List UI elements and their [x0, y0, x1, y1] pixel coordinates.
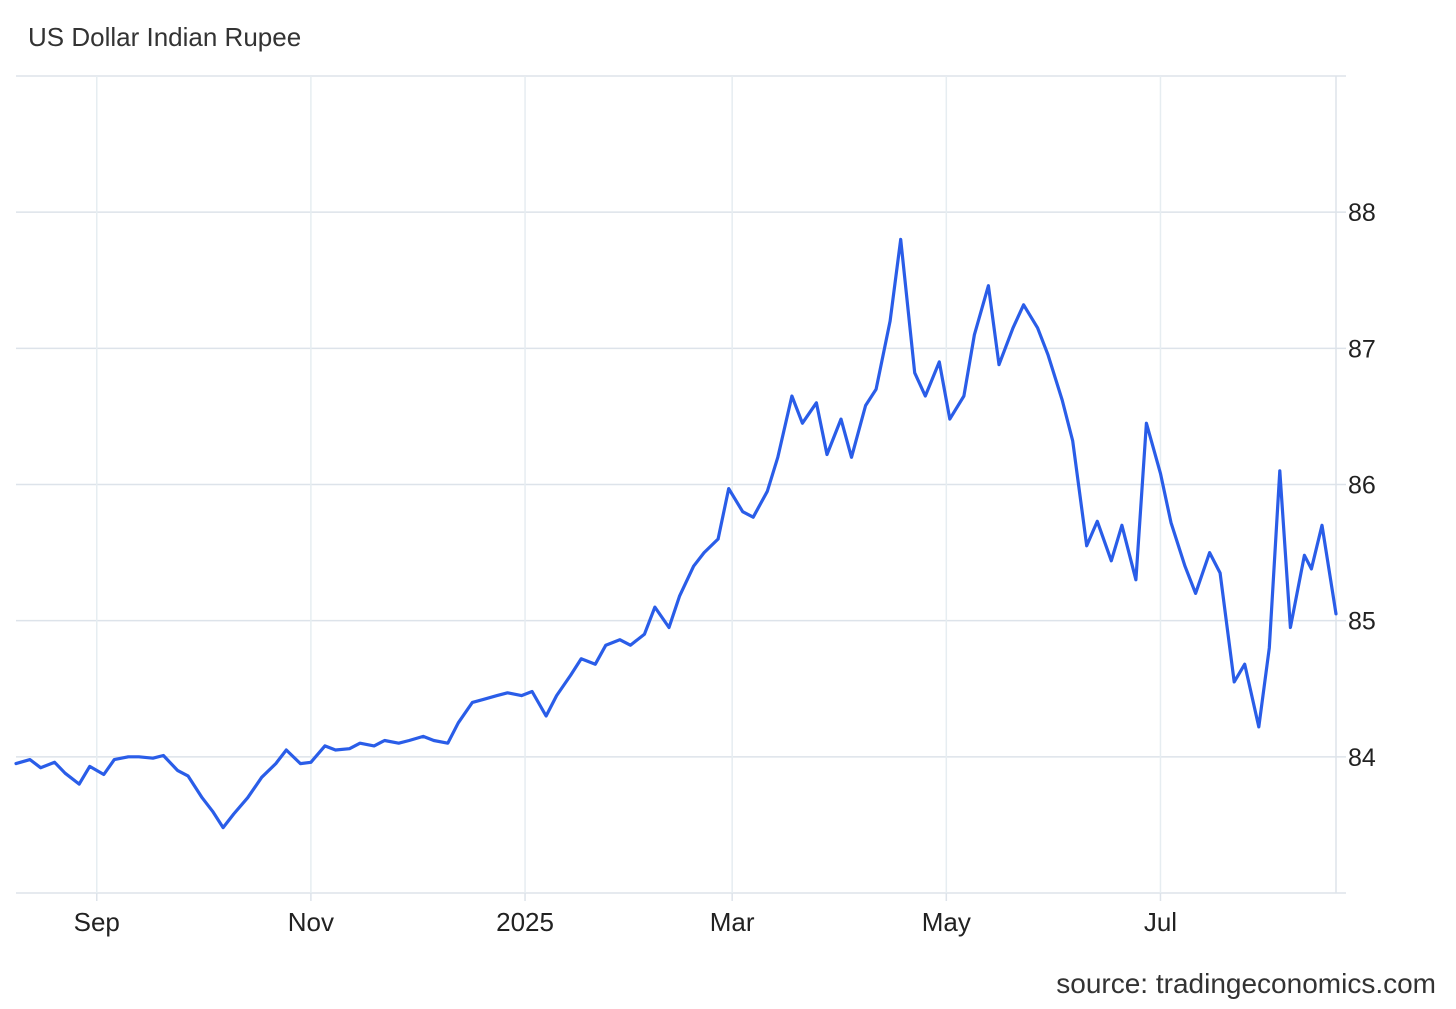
- series-line-usdinr: [14, 237, 1338, 830]
- x-tick-label-2025: 2025: [496, 907, 554, 937]
- chart-title: US Dollar Indian Rupee: [28, 22, 302, 52]
- x-tick-label-sep: Sep: [74, 907, 120, 937]
- grid-layer: [16, 75, 1346, 901]
- y-tick-label-87: 87: [1348, 335, 1376, 363]
- axis-layer: 84 85 86 87 88 Sep Nov 2025 Mar May Jul: [74, 199, 1376, 937]
- source-credit: source: tradingeconomics.com: [1056, 968, 1436, 999]
- series-layer: [14, 237, 1338, 830]
- y-tick-label-84: 84: [1348, 744, 1376, 772]
- x-tick-label-may: May: [922, 907, 971, 937]
- x-tick-label-jul: Jul: [1144, 907, 1177, 937]
- y-tick-label-85: 85: [1348, 608, 1376, 636]
- y-tick-label-86: 86: [1348, 472, 1376, 500]
- x-tick-label-mar: Mar: [710, 907, 755, 937]
- y-tick-label-88: 88: [1348, 199, 1376, 227]
- x-tick-label-nov: Nov: [288, 907, 334, 937]
